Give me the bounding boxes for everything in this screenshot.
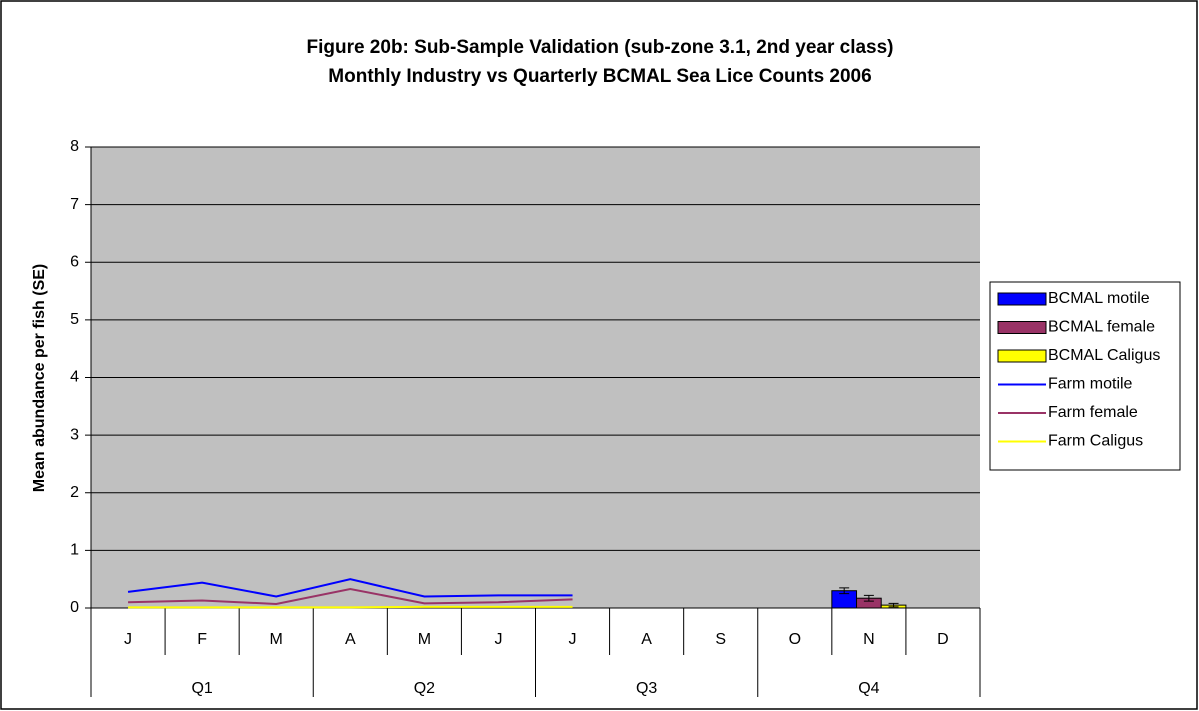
x-tick-label: O: [789, 631, 801, 648]
y-axis-label: Mean abundance per fish (SE): [31, 264, 48, 492]
x-tick-label: D: [937, 631, 949, 648]
y-tick-label: 7: [70, 196, 79, 213]
y-tick-label: 6: [70, 253, 79, 270]
x-tick-label: F: [197, 631, 207, 648]
line: [127, 578, 573, 598]
group-label: Q3: [636, 680, 657, 697]
y-tick-label: 1: [70, 542, 79, 559]
x-tick-label: M: [270, 631, 283, 648]
chart-title: Figure 20b: Sub-Sample Validation (sub-z…: [306, 37, 893, 58]
line: [128, 605, 573, 609]
x-tick-label: J: [494, 631, 502, 648]
legend-swatch: [997, 321, 1047, 334]
legend-label: BCMAL female: [1048, 319, 1155, 336]
legend-label: BCMAL Caligus: [1048, 347, 1160, 364]
error-bar: [839, 587, 850, 595]
error-bar: [863, 594, 874, 602]
chart-subtitle: Monthly Industry vs Quarterly BCMAL Sea …: [328, 66, 871, 87]
legend-swatch: [997, 349, 1047, 363]
x-tick-label: A: [641, 631, 652, 648]
y-tick-label: 5: [70, 311, 79, 328]
x-tick-label: J: [569, 631, 577, 648]
legend-swatch: [997, 292, 1047, 306]
y-tick-label: 2: [70, 484, 79, 501]
y-tick-label: 4: [70, 369, 79, 386]
x-tick-label: N: [863, 631, 875, 648]
legend-label: BCMAL motile: [1048, 290, 1150, 307]
group-label: Q4: [858, 680, 879, 697]
legend-box: [989, 281, 1181, 471]
x-tick-label: J: [124, 631, 132, 648]
group-label: Q2: [414, 680, 435, 697]
y-tick-label: 3: [70, 426, 79, 443]
x-tick-label: M: [418, 631, 431, 648]
y-tick-label: 8: [70, 138, 79, 155]
y-tick-label: 0: [70, 599, 79, 616]
legend-label: Farm Caligus: [1048, 433, 1143, 450]
group-label: Q1: [191, 680, 212, 697]
legend-label: Farm female: [1048, 404, 1138, 421]
x-tick-label: A: [345, 631, 356, 648]
x-tick-label: S: [715, 631, 726, 648]
error-bar: [888, 602, 899, 608]
legend-label: Farm motile: [1048, 376, 1133, 393]
line: [128, 587, 573, 605]
